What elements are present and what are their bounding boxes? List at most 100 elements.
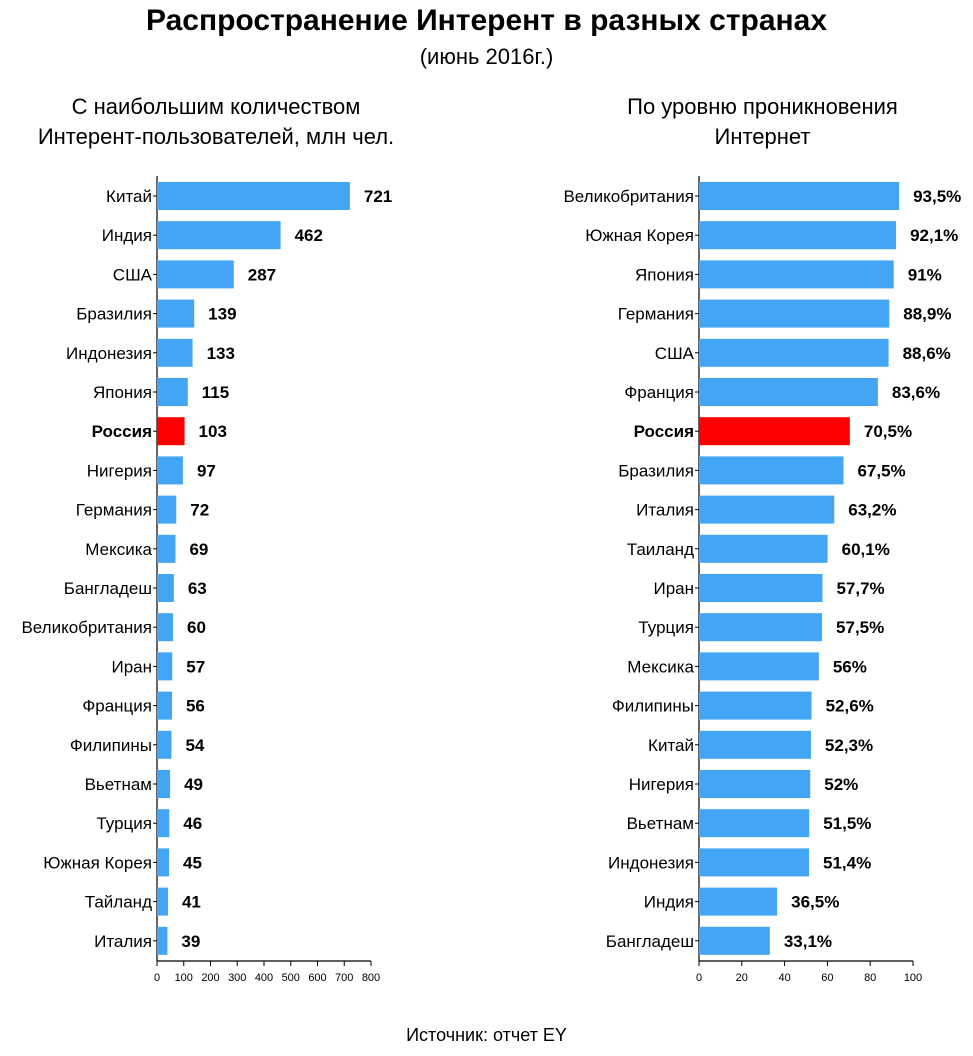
left-value-label: 57 bbox=[186, 657, 205, 676]
left-bar bbox=[157, 456, 183, 485]
left-category-label: Нигерия bbox=[87, 461, 152, 480]
left-value-label: 46 bbox=[183, 814, 202, 833]
right-bar bbox=[699, 730, 811, 759]
left-category-label: Великобритания bbox=[21, 618, 152, 637]
left-bar bbox=[157, 260, 234, 289]
right-value-label: 52,6% bbox=[826, 697, 874, 716]
main-subtitle: (июнь 2016г.) bbox=[419, 44, 554, 69]
left-category-label: Вьетнам bbox=[85, 775, 152, 794]
source-note: Источник: отчет EY bbox=[406, 1025, 567, 1045]
left-category-label: Россия bbox=[92, 422, 152, 441]
left-x-tick-label: 0 bbox=[154, 972, 160, 984]
left-category-label: Филипины bbox=[70, 736, 152, 755]
right-value-label: 91% bbox=[908, 265, 942, 284]
right-chart-title-line-2: Интернет bbox=[714, 124, 811, 149]
right-category-label: Германия bbox=[618, 305, 694, 324]
right-category-label: Индия bbox=[644, 893, 694, 912]
right-bar bbox=[699, 652, 819, 681]
left-bar bbox=[157, 495, 177, 524]
left-value-label: 39 bbox=[181, 932, 200, 951]
right-category-label: Иран bbox=[653, 579, 694, 598]
right-value-label: 57,5% bbox=[836, 618, 884, 637]
left-bar bbox=[157, 809, 170, 838]
left-value-label: 72 bbox=[190, 501, 209, 520]
left-category-label: Южная Корея bbox=[43, 853, 152, 872]
right-bar bbox=[699, 613, 823, 642]
right-bar bbox=[699, 456, 844, 485]
left-value-label: 69 bbox=[189, 540, 208, 559]
left-bar bbox=[157, 574, 174, 602]
right-chart-title: По уровню проникновения Интернет bbox=[545, 92, 973, 152]
right-bar bbox=[699, 926, 770, 955]
right-category-label: Филипины bbox=[612, 697, 694, 716]
left-bar bbox=[157, 378, 188, 406]
right-value-label: 60,1% bbox=[842, 540, 890, 559]
right-category-label: Бангладеш bbox=[606, 932, 694, 951]
left-category-label: Индия bbox=[102, 226, 152, 245]
left-category-label: Италия bbox=[94, 932, 152, 951]
right-value-label: 52,3% bbox=[825, 736, 873, 755]
right-value-label: 67,5% bbox=[857, 461, 905, 480]
left-bar bbox=[157, 691, 172, 720]
right-x-tick-label: 100 bbox=[904, 972, 922, 984]
right-bar bbox=[699, 417, 850, 446]
left-bar bbox=[157, 652, 173, 681]
left-x-tick-label: 200 bbox=[201, 972, 219, 984]
right-category-label: Южная Корея bbox=[585, 226, 694, 245]
right-bar bbox=[699, 848, 809, 877]
right-value-label: 83,6% bbox=[892, 383, 940, 402]
right-value-label: 33,1% bbox=[784, 932, 832, 951]
right-value-label: 57,7% bbox=[836, 579, 884, 598]
left-bar bbox=[157, 926, 168, 955]
right-category-label: Мексика bbox=[627, 657, 694, 676]
right-bar bbox=[699, 809, 810, 838]
right-value-label: 88,6% bbox=[903, 344, 951, 363]
left-category-label: Турция bbox=[96, 814, 152, 833]
right-category-label: Бразилия bbox=[618, 461, 694, 480]
right-bar bbox=[699, 182, 900, 210]
right-value-label: 93,5% bbox=[913, 187, 961, 206]
left-value-label: 45 bbox=[183, 853, 202, 872]
left-bar bbox=[157, 613, 174, 642]
right-x-tick-label: 20 bbox=[736, 972, 748, 984]
right-category-label: Франция bbox=[624, 383, 694, 402]
right-value-label: 51,5% bbox=[823, 814, 871, 833]
left-value-label: 133 bbox=[207, 344, 235, 363]
right-value-label: 52% bbox=[824, 775, 858, 794]
left-value-label: 49 bbox=[184, 775, 203, 794]
left-bar bbox=[157, 770, 171, 798]
left-value-label: 97 bbox=[197, 461, 216, 480]
right-bar bbox=[699, 378, 878, 406]
left-value-label: 56 bbox=[186, 697, 205, 716]
right-category-label: Япония bbox=[635, 265, 694, 284]
right-value-label: 88,9% bbox=[903, 305, 951, 324]
right-value-label: 63,2% bbox=[848, 501, 896, 520]
left-bar bbox=[157, 887, 168, 916]
right-category-label: Нигерия bbox=[629, 775, 694, 794]
main-title: Распространение Интерент в разных страна… bbox=[145, 4, 828, 37]
right-bar bbox=[699, 770, 811, 798]
right-bar bbox=[699, 691, 812, 720]
right-value-label: 70,5% bbox=[864, 422, 912, 441]
left-value-label: 462 bbox=[295, 226, 323, 245]
right-value-label: 56% bbox=[833, 657, 867, 676]
left-bar bbox=[157, 221, 281, 250]
left-x-tick-label: 400 bbox=[255, 972, 273, 984]
right-category-label: Россия bbox=[634, 422, 694, 441]
left-chart-title-line-1: С наибольшим количеством bbox=[71, 94, 361, 119]
right-category-label: Китай bbox=[648, 736, 694, 755]
left-value-label: 103 bbox=[199, 422, 227, 441]
left-bar bbox=[157, 182, 350, 210]
left-value-label: 63 bbox=[188, 579, 207, 598]
right-chart-title-line-1: По уровню проникновения bbox=[627, 94, 898, 119]
left-category-label: Мексика bbox=[85, 540, 152, 559]
right-category-label: Индонезия bbox=[608, 853, 694, 872]
left-bar bbox=[157, 848, 170, 877]
right-category-label: Турция bbox=[638, 618, 694, 637]
left-chart-title: С наибольшим количеством Интерент-пользо… bbox=[0, 92, 432, 152]
right-bar bbox=[699, 574, 823, 602]
right-x-tick-label: 40 bbox=[778, 972, 790, 984]
left-value-label: 60 bbox=[187, 618, 206, 637]
left-value-label: 41 bbox=[182, 893, 201, 912]
